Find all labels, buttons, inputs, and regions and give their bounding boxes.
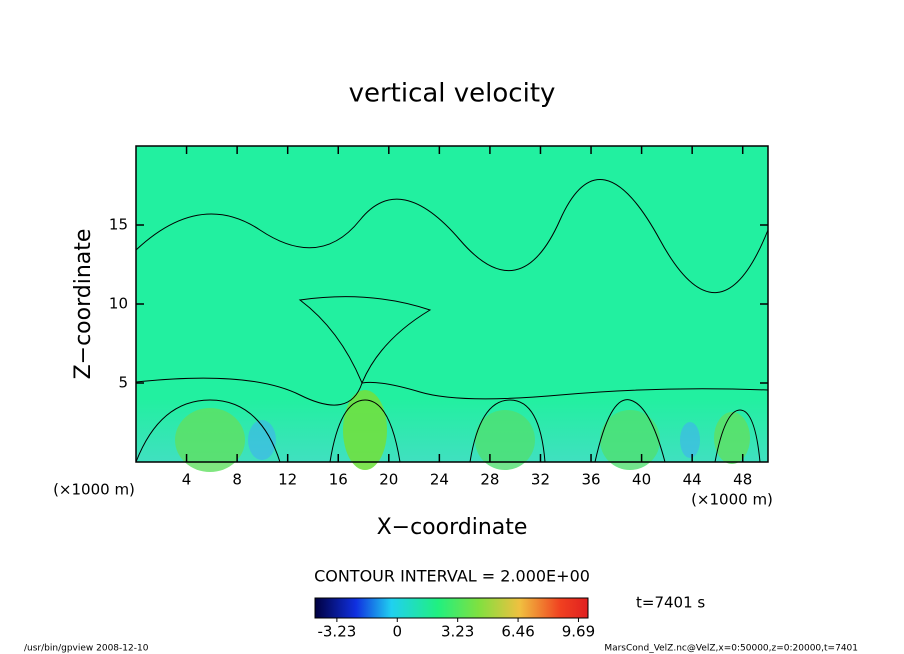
x-tick-label: 48 — [733, 471, 752, 489]
x-axis-label: X−coordinate — [377, 515, 528, 540]
x-tick-label: 44 — [683, 471, 702, 489]
footer-left: /usr/bin/gpview 2008-12-10 — [24, 644, 149, 654]
x-tick-label: 28 — [480, 471, 499, 489]
x-tick-label: 20 — [379, 471, 398, 489]
colorbar-tick-label: 3.23 — [441, 623, 474, 641]
x-tick-label: 32 — [531, 471, 550, 489]
x-tick-label: 12 — [278, 471, 297, 489]
y-tick-label: 5 — [118, 374, 128, 392]
contour-interval: CONTOUR INTERVAL = 2.000E+00 — [314, 567, 590, 586]
y-unit-label: (×1000 m) — [691, 491, 773, 509]
y-axis-label: Z−coordinate — [71, 229, 96, 380]
colorbar-tick-label: 6.46 — [501, 623, 534, 641]
x-tick-label: 24 — [430, 471, 449, 489]
x-tick-label: 40 — [632, 471, 651, 489]
colorbar — [314, 597, 589, 619]
x-tick-label: 4 — [182, 471, 192, 489]
x-tick-label: 8 — [232, 471, 242, 489]
x-tick-label: 36 — [581, 471, 600, 489]
colorbar-tick-label: 9.69 — [562, 623, 595, 641]
x-tick-label: 16 — [329, 471, 348, 489]
x-unit-label: (×1000 m) — [53, 481, 135, 499]
y-tick-label: 10 — [109, 295, 128, 313]
time-label: t=7401 s — [636, 594, 705, 612]
colorbar-tick-label: 0 — [393, 623, 403, 641]
plot-frame — [135, 145, 769, 463]
colorbar-tick-label: -3.23 — [317, 623, 356, 641]
field — [135, 146, 769, 472]
y-tick-label: 15 — [109, 216, 128, 234]
footer-right: MarsCond_VelZ.nc@VelZ,x=0:50000,z=0:2000… — [604, 644, 858, 654]
chart-title: vertical velocity — [349, 79, 556, 109]
